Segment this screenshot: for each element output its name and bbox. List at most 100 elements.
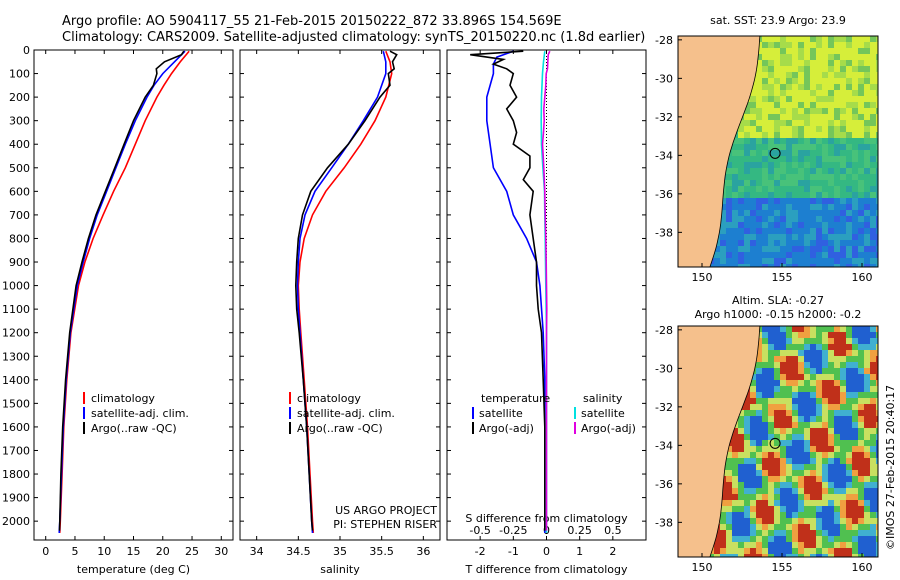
map-cell: [846, 368, 852, 374]
map-cell: [786, 78, 792, 84]
map-cell: [834, 512, 840, 518]
x-tick-label: 160: [852, 271, 873, 284]
map-cell: [750, 126, 756, 132]
map-cell: [798, 60, 804, 66]
y-tick-label: 1600: [2, 421, 30, 434]
map-cell: [726, 518, 732, 524]
map-cell: [792, 398, 798, 404]
map-cell: [732, 180, 738, 186]
map-cell: [750, 410, 756, 416]
map-cell: [750, 386, 756, 392]
map-cell: [756, 84, 762, 90]
map-cell: [870, 180, 876, 186]
map-cell: [804, 60, 810, 66]
map-cell: [756, 506, 762, 512]
map-cell: [810, 350, 816, 356]
map-cell: [852, 428, 858, 434]
map-cell: [804, 356, 810, 362]
map-cell: [810, 332, 816, 338]
map-cell: [876, 246, 878, 252]
map-cell: [810, 482, 816, 488]
map-cell: [834, 234, 840, 240]
x-tick-label: 1: [576, 545, 583, 558]
map-cell: [756, 180, 762, 186]
map-cell: [822, 470, 828, 476]
map-cell: [810, 222, 816, 228]
map-cell: [798, 192, 804, 198]
map-cell: [834, 60, 840, 66]
map-cell: [804, 102, 810, 108]
map-cell: [792, 222, 798, 228]
map-cell: [876, 422, 878, 428]
map-cell: [780, 36, 786, 42]
map-cell: [816, 326, 822, 332]
map-cell: [858, 48, 864, 54]
map-cell: [744, 216, 750, 222]
map-cell: [840, 380, 846, 386]
map-cell: [786, 428, 792, 434]
map-cell: [834, 132, 840, 138]
map-cell: [840, 60, 846, 66]
map-cell: [804, 470, 810, 476]
map-cell: [756, 186, 762, 192]
map-cell: [768, 554, 774, 557]
map-cell: [792, 120, 798, 126]
map-cell: [774, 368, 780, 374]
map-cell: [798, 156, 804, 162]
map-cell: [744, 240, 750, 246]
map-cell: [750, 380, 756, 386]
map-cell: [750, 554, 756, 557]
map-cell: [864, 180, 870, 186]
map-cell: [762, 192, 768, 198]
map-cell: [870, 210, 876, 216]
map-cell: [744, 422, 750, 428]
map-cell: [810, 90, 816, 96]
map-cell: [852, 168, 858, 174]
map-cell: [792, 386, 798, 392]
map-cell: [726, 168, 732, 174]
map-cell: [738, 428, 744, 434]
map-cell: [828, 168, 834, 174]
map-cell: [810, 84, 816, 90]
map-cell: [870, 126, 876, 132]
map-cell: [762, 120, 768, 126]
map-cell: [846, 198, 852, 204]
map-cell: [864, 216, 870, 222]
map-cell: [798, 114, 804, 120]
map-cell: [798, 72, 804, 78]
map-cell: [816, 258, 822, 264]
map-cell: [756, 404, 762, 410]
map-cell: [846, 156, 852, 162]
map-cell: [804, 150, 810, 156]
map-cell: [834, 222, 840, 228]
map-cell: [804, 222, 810, 228]
map-cell: [834, 102, 840, 108]
map-cell: [876, 234, 878, 240]
map-cell: [756, 222, 762, 228]
map-cell: [738, 246, 744, 252]
map-cell: [780, 168, 786, 174]
map-cell: [834, 264, 840, 267]
map-cell: [852, 36, 858, 42]
map-cell: [822, 554, 828, 557]
map-cell: [876, 446, 878, 452]
map-cell: [834, 446, 840, 452]
map-cell: [744, 132, 750, 138]
map-cell: [816, 192, 822, 198]
map-cell: [852, 344, 858, 350]
map-cell: [726, 222, 732, 228]
map-cell: [828, 398, 834, 404]
map-cell: [762, 416, 768, 422]
map-cell: [876, 494, 878, 500]
map-cell: [810, 216, 816, 222]
map-cell: [756, 138, 762, 144]
map-cell: [774, 174, 780, 180]
land-area: [678, 36, 761, 267]
map-cell: [870, 518, 876, 524]
map-cell: [816, 404, 822, 410]
map-cell: [732, 542, 738, 548]
map-cell: [792, 96, 798, 102]
map-cell: [870, 524, 876, 530]
map-cell: [786, 198, 792, 204]
map-cell: [756, 168, 762, 174]
